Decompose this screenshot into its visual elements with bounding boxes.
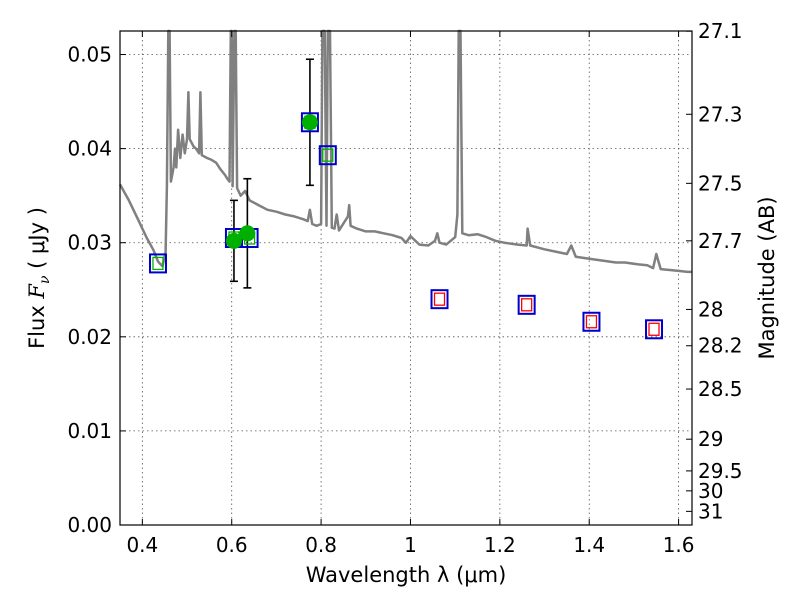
x-tick-label: 0.4 — [126, 533, 158, 557]
right-tick-label: 27.1 — [698, 19, 743, 43]
x-tick-label: 0.6 — [216, 533, 248, 557]
right-tick-label: 28 — [698, 297, 723, 321]
model-band-marker — [148, 253, 167, 274]
model-band-marker — [430, 289, 449, 310]
right-tick-label: 27.3 — [698, 102, 743, 126]
right-tick-label: 28.2 — [698, 334, 743, 358]
model-spectrum-line — [118, 29, 692, 274]
y-tick-label: 0.03 — [67, 231, 112, 255]
right-tick-label: 31 — [698, 499, 723, 523]
y-tick-label: 0.05 — [67, 43, 112, 67]
x-tick-label: 1.2 — [484, 533, 516, 557]
band-square-inner — [322, 148, 334, 162]
band-square-inner — [648, 322, 660, 336]
band-square-outer — [148, 253, 167, 274]
y-tick-label: 0.01 — [67, 419, 112, 443]
model-band-marker — [517, 294, 536, 315]
right-tick-label: 27.5 — [698, 171, 743, 195]
right-tick-label: 29 — [698, 427, 723, 451]
model-band-marker — [645, 319, 664, 340]
right-tick-label: 29.5 — [698, 459, 743, 483]
y-tick-label: 0.02 — [67, 325, 112, 349]
right-axis-label: Magnitude (AB) — [755, 196, 779, 359]
y-tick-label: 0.00 — [67, 513, 112, 537]
y-tick-labels: 0.00 0.01 0.02 0.03 0.04 0.05 — [67, 43, 112, 537]
band-square-outer — [430, 289, 449, 310]
y-tick-label: 0.04 — [67, 137, 112, 161]
model-band-marker — [318, 145, 337, 166]
x-tick-label: 1.4 — [573, 533, 605, 557]
x-tick-label: 1 — [404, 533, 417, 557]
band-square-inner — [433, 292, 446, 306]
right-tick-label: 27.7 — [698, 229, 743, 253]
observed-point — [225, 232, 242, 249]
right-tick-label: 30 — [698, 479, 723, 503]
right-tick-label: 28.5 — [698, 377, 743, 401]
observed-points — [225, 114, 318, 249]
band-square-outer — [645, 319, 664, 340]
axis-ticks — [120, 30, 692, 526]
x-tick-labels: 0.4 0.6 0.8 1 1.2 1.4 1.6 — [126, 533, 694, 557]
band-square-outer — [318, 145, 337, 166]
observed-point — [239, 225, 256, 242]
x-axis-label: Wavelength λ (μm) — [306, 563, 507, 587]
band-square-inner — [521, 298, 533, 312]
band-square-outer — [517, 294, 536, 315]
model-band-marker — [582, 311, 601, 332]
band-square-inner — [152, 256, 164, 271]
x-tick-label: 1.6 — [663, 533, 695, 557]
model-spectrum-layer — [118, 29, 692, 274]
y-axis-label: Flux Fν ( μJy ) — [25, 207, 53, 349]
observed-point — [301, 114, 318, 131]
band-square-outer — [582, 311, 601, 332]
band-square-inner — [585, 315, 598, 329]
plot-frame — [119, 30, 693, 526]
x-tick-label: 0.8 — [305, 533, 337, 557]
